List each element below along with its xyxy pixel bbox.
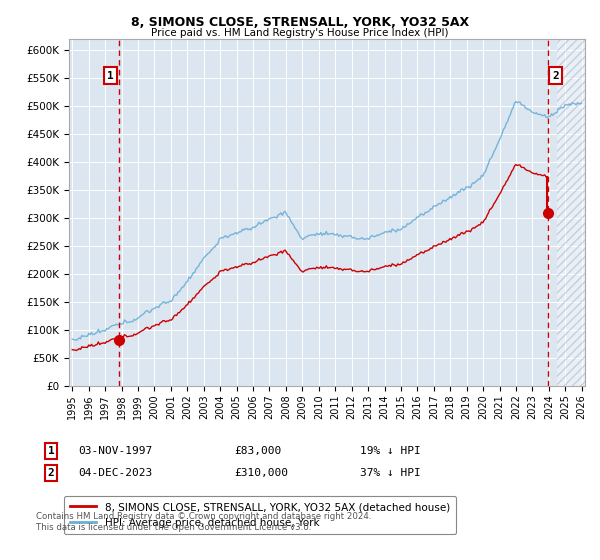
Legend: 8, SIMONS CLOSE, STRENSALL, YORK, YO32 5AX (detached house), HPI: Average price,: 8, SIMONS CLOSE, STRENSALL, YORK, YO32 5… [64, 496, 456, 534]
Text: 2: 2 [47, 468, 55, 478]
Text: 8, SIMONS CLOSE, STRENSALL, YORK, YO32 5AX: 8, SIMONS CLOSE, STRENSALL, YORK, YO32 5… [131, 16, 469, 29]
Text: 19% ↓ HPI: 19% ↓ HPI [360, 446, 421, 456]
Text: £310,000: £310,000 [234, 468, 288, 478]
Text: Contains HM Land Registry data © Crown copyright and database right 2024.: Contains HM Land Registry data © Crown c… [36, 512, 371, 521]
Text: This data is licensed under the Open Government Licence v3.0.: This data is licensed under the Open Gov… [36, 523, 311, 532]
Text: £83,000: £83,000 [234, 446, 281, 456]
Text: 04-DEC-2023: 04-DEC-2023 [78, 468, 152, 478]
Text: 2: 2 [553, 71, 559, 81]
Text: 1: 1 [47, 446, 55, 456]
Text: 1: 1 [107, 71, 114, 81]
Bar [557, 39, 598, 386]
Text: 37% ↓ HPI: 37% ↓ HPI [360, 468, 421, 478]
Text: Price paid vs. HM Land Registry's House Price Index (HPI): Price paid vs. HM Land Registry's House … [151, 28, 449, 38]
Bar [557, 39, 598, 386]
Text: 03-NOV-1997: 03-NOV-1997 [78, 446, 152, 456]
